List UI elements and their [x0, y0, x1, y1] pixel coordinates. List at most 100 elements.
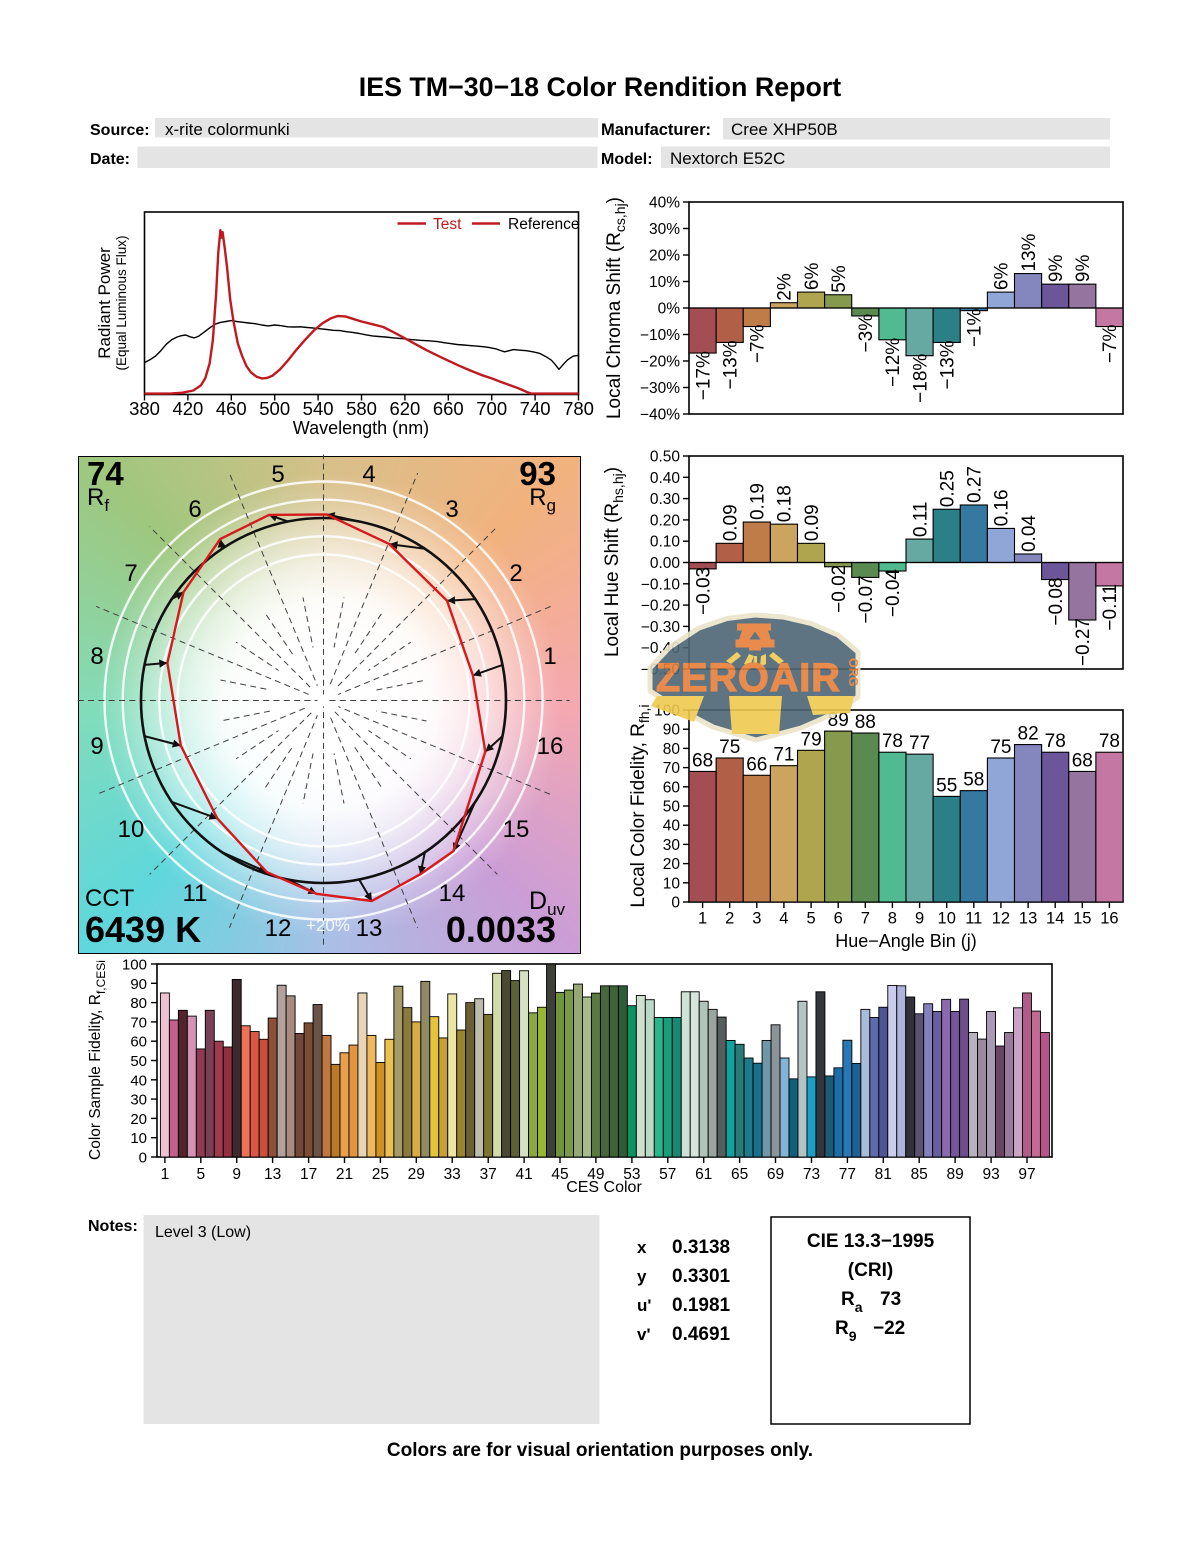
svg-text:10: 10 [130, 1130, 147, 1147]
svg-text:6%: 6% [992, 263, 1013, 291]
svg-text:13: 13 [356, 915, 383, 942]
svg-text:0.19: 0.19 [748, 483, 769, 520]
svg-text:79: 79 [801, 729, 822, 750]
svg-text:380: 380 [129, 398, 160, 419]
svg-text:50: 50 [130, 1053, 147, 1070]
svg-text:68: 68 [692, 750, 713, 771]
svg-text:16: 16 [1100, 910, 1118, 928]
svg-text:0.50: 0.50 [650, 449, 681, 466]
svg-text:2%: 2% [775, 273, 796, 301]
svg-text:10: 10 [938, 910, 956, 928]
svg-text:0.09: 0.09 [802, 504, 823, 541]
svg-text:−40%: −40% [640, 407, 680, 424]
svg-text:Local Hue Shift (Rhs,hj): Local Hue Shift (Rhs,hj) [602, 467, 626, 657]
svg-text:29: 29 [408, 1166, 425, 1183]
svg-text:Colors are for visual orientat: Colors are for visual orientation purpos… [387, 1440, 813, 1461]
svg-text:5: 5 [807, 910, 816, 928]
svg-text:9: 9 [90, 733, 103, 760]
svg-text:−0.07: −0.07 [856, 575, 877, 623]
svg-text:−0.08: −0.08 [1046, 578, 1067, 626]
svg-text:89: 89 [946, 1166, 963, 1183]
svg-text:88: 88 [855, 712, 876, 733]
svg-text:0.3138: 0.3138 [672, 1237, 730, 1258]
svg-text:6: 6 [188, 496, 201, 523]
svg-text:100: 100 [122, 957, 147, 974]
svg-text:55: 55 [936, 775, 957, 796]
svg-text:0.20: 0.20 [650, 512, 681, 529]
svg-text:0.18: 0.18 [775, 485, 796, 522]
svg-text:Date:: Date: [90, 151, 130, 168]
svg-text:CES Color: CES Color [566, 1179, 642, 1196]
svg-text:41: 41 [515, 1166, 532, 1183]
svg-text:−12%: −12% [883, 338, 904, 387]
svg-text:Level 3 (Low): Level 3 (Low) [155, 1224, 251, 1241]
svg-text:10: 10 [118, 816, 145, 843]
svg-text:−0.11: −0.11 [1100, 584, 1121, 631]
svg-text:−20%: −20% [640, 354, 680, 371]
svg-text:57: 57 [659, 1166, 676, 1183]
svg-text:0.10: 0.10 [650, 534, 681, 551]
svg-text:−13%: −13% [938, 340, 959, 389]
svg-text:−7%: −7% [1100, 324, 1121, 363]
svg-text:Radiant Power: Radiant Power [95, 247, 114, 359]
svg-text:−7%: −7% [748, 324, 769, 363]
svg-text:78: 78 [1099, 731, 1120, 752]
svg-text:58: 58 [963, 770, 984, 791]
svg-text:93: 93 [519, 455, 556, 492]
svg-text:3: 3 [445, 496, 458, 523]
svg-text:82: 82 [1018, 724, 1039, 745]
svg-text:60: 60 [130, 1034, 147, 1051]
svg-text:500: 500 [259, 398, 290, 419]
svg-text:660: 660 [433, 398, 464, 419]
svg-text:20: 20 [663, 856, 681, 873]
svg-text:30%: 30% [649, 221, 680, 238]
svg-text:12: 12 [265, 915, 292, 942]
svg-text:Ra: Ra [841, 1289, 863, 1315]
svg-text:74: 74 [87, 455, 124, 492]
svg-text:2: 2 [725, 910, 734, 928]
svg-text:9: 9 [232, 1166, 241, 1183]
svg-text:14: 14 [439, 880, 466, 907]
svg-text:Rf: Rf [87, 484, 109, 515]
svg-text:90: 90 [130, 976, 147, 993]
svg-text:2: 2 [509, 560, 522, 587]
svg-text:1: 1 [543, 643, 556, 670]
svg-text:68: 68 [1072, 750, 1093, 771]
svg-text:49: 49 [587, 1166, 604, 1183]
svg-text:40: 40 [663, 818, 681, 835]
svg-text:0.1981: 0.1981 [672, 1295, 731, 1316]
svg-text:13: 13 [1019, 910, 1037, 928]
svg-text:−0.02: −0.02 [829, 565, 850, 613]
svg-text:y: y [637, 1267, 647, 1286]
svg-text:R9: R9 [835, 1318, 857, 1344]
svg-text:Manufacturer:: Manufacturer: [601, 121, 711, 139]
svg-text:21: 21 [336, 1166, 353, 1183]
svg-text:IES TM−30−18 Color Rendition R: IES TM−30−18 Color Rendition Report [359, 72, 841, 102]
svg-text:0.0033: 0.0033 [446, 909, 556, 950]
svg-text:−10%: −10% [640, 327, 680, 344]
svg-text:81: 81 [875, 1166, 892, 1183]
svg-text:90: 90 [663, 722, 681, 739]
svg-text:Local Chroma Shift (Rcs,hj): Local Chroma Shift (Rcs,hj) [604, 197, 628, 419]
svg-text:4: 4 [779, 910, 788, 928]
svg-text:Local Color Fidelity, Rfh,i: Local Color Fidelity, Rfh,i [628, 704, 652, 907]
svg-text:53: 53 [623, 1166, 640, 1183]
svg-text:Nextorch E52C: Nextorch E52C [670, 149, 785, 168]
svg-text:1: 1 [161, 1166, 170, 1183]
svg-text:−13%: −13% [721, 340, 742, 389]
svg-text:80: 80 [663, 741, 681, 758]
svg-text:50: 50 [663, 799, 681, 816]
svg-text:37: 37 [480, 1166, 497, 1183]
svg-text:−18%: −18% [910, 354, 931, 403]
svg-text:1: 1 [698, 910, 707, 928]
svg-text:Reference: Reference [508, 216, 580, 233]
svg-text:CCT: CCT [85, 885, 135, 912]
svg-text:u': u' [637, 1296, 651, 1315]
svg-text:0.16: 0.16 [992, 489, 1013, 526]
svg-text:17: 17 [300, 1166, 317, 1183]
svg-text:71: 71 [773, 745, 794, 766]
svg-text:−22: −22 [873, 1318, 905, 1339]
svg-text:Test: Test [433, 216, 462, 233]
svg-text:0.25: 0.25 [938, 470, 959, 507]
svg-text:80: 80 [130, 995, 147, 1012]
